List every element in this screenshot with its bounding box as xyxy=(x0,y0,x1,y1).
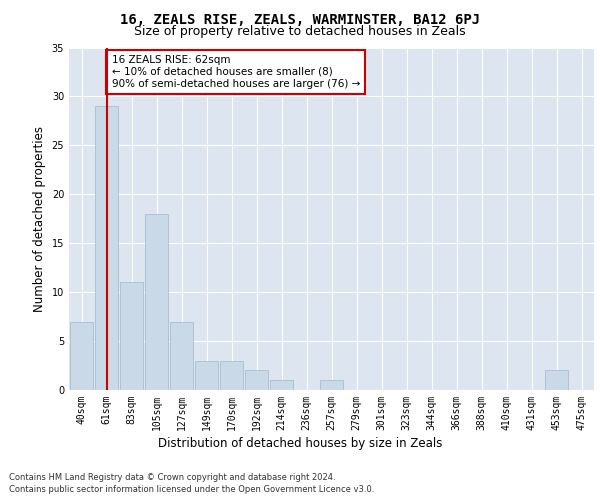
Y-axis label: Number of detached properties: Number of detached properties xyxy=(33,126,46,312)
Bar xyxy=(220,360,243,390)
Bar xyxy=(195,360,218,390)
Bar xyxy=(320,380,343,390)
Bar xyxy=(95,106,118,390)
Text: Contains HM Land Registry data © Crown copyright and database right 2024.: Contains HM Land Registry data © Crown c… xyxy=(9,472,335,482)
Bar xyxy=(70,322,93,390)
Bar xyxy=(545,370,568,390)
Text: Contains public sector information licensed under the Open Government Licence v3: Contains public sector information licen… xyxy=(9,485,374,494)
Text: 16 ZEALS RISE: 62sqm
← 10% of detached houses are smaller (8)
90% of semi-detach: 16 ZEALS RISE: 62sqm ← 10% of detached h… xyxy=(112,56,360,88)
Text: Distribution of detached houses by size in Zeals: Distribution of detached houses by size … xyxy=(158,438,442,450)
Bar xyxy=(270,380,293,390)
Bar xyxy=(170,322,193,390)
Text: 16, ZEALS RISE, ZEALS, WARMINSTER, BA12 6PJ: 16, ZEALS RISE, ZEALS, WARMINSTER, BA12 … xyxy=(120,12,480,26)
Bar xyxy=(120,282,143,390)
Bar xyxy=(245,370,268,390)
Bar xyxy=(145,214,168,390)
Text: Size of property relative to detached houses in Zeals: Size of property relative to detached ho… xyxy=(134,25,466,38)
